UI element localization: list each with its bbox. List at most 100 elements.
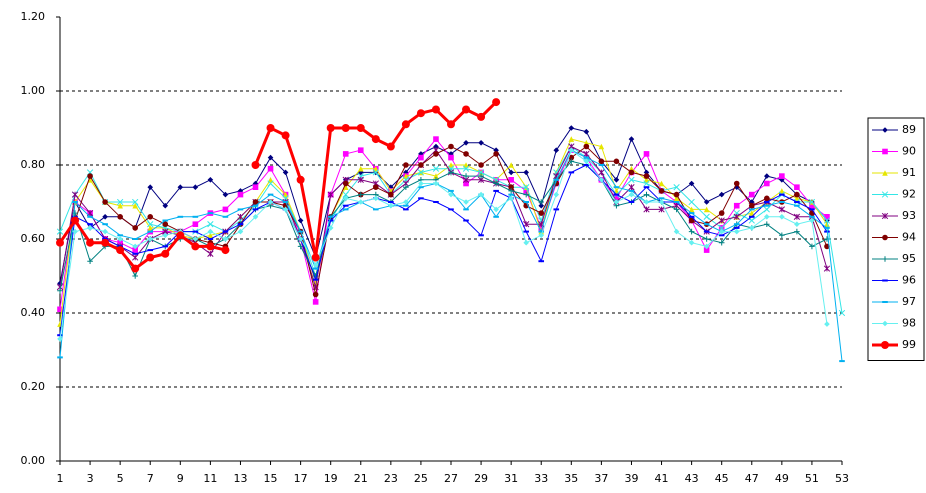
marker <box>252 214 259 220</box>
marker <box>718 217 725 224</box>
marker <box>297 236 304 242</box>
marker <box>824 221 830 227</box>
marker <box>297 217 304 224</box>
marker <box>252 199 259 205</box>
x-tick-label: 37 <box>594 472 608 485</box>
marker <box>778 206 785 213</box>
marker <box>192 236 199 242</box>
marker <box>824 321 830 327</box>
marker <box>433 136 439 142</box>
marker <box>132 247 138 253</box>
marker <box>357 199 364 205</box>
marker <box>643 191 650 198</box>
marker <box>764 173 770 179</box>
marker <box>388 191 394 198</box>
marker <box>763 206 770 213</box>
marker <box>523 184 530 191</box>
marker <box>132 254 139 261</box>
marker <box>447 120 455 129</box>
marker <box>462 165 470 172</box>
x-tick-label: 1 <box>57 472 64 485</box>
marker <box>463 173 469 179</box>
marker <box>388 202 394 209</box>
marker <box>523 188 529 194</box>
marker <box>643 169 650 176</box>
marker <box>373 165 379 172</box>
marker <box>673 191 680 198</box>
marker <box>237 213 244 220</box>
marker <box>252 184 259 190</box>
marker <box>538 225 545 231</box>
marker <box>237 191 244 198</box>
marker <box>372 169 379 176</box>
marker <box>87 225 93 231</box>
marker <box>102 228 108 235</box>
marker <box>417 169 425 176</box>
marker <box>206 242 215 251</box>
legend-marker <box>882 256 888 262</box>
marker <box>718 224 725 232</box>
marker <box>117 202 123 209</box>
marker <box>418 180 424 187</box>
marker <box>508 188 514 194</box>
marker <box>433 180 439 187</box>
x-tick-label: 25 <box>414 472 428 485</box>
x-tick-label: 33 <box>534 472 548 485</box>
x-tick-label: 53 <box>835 472 849 485</box>
x-tick-label: 27 <box>444 472 458 485</box>
marker <box>266 124 275 132</box>
marker <box>207 232 214 239</box>
marker <box>508 177 514 183</box>
marker <box>824 236 830 242</box>
marker <box>117 239 123 246</box>
marker <box>56 228 64 235</box>
marker <box>357 191 364 198</box>
marker <box>628 191 635 198</box>
marker <box>357 165 364 172</box>
marker <box>282 191 289 198</box>
marker <box>643 151 650 157</box>
marker <box>748 202 755 209</box>
marker <box>463 180 469 187</box>
marker <box>401 120 410 129</box>
series <box>56 143 846 317</box>
legend-label: 99 <box>902 338 916 351</box>
legend-marker <box>882 127 888 133</box>
marker <box>327 191 334 198</box>
marker <box>688 217 695 224</box>
marker <box>748 210 755 216</box>
marker <box>658 188 665 194</box>
marker <box>628 184 635 191</box>
marker <box>282 206 289 213</box>
marker <box>403 162 409 168</box>
marker <box>538 202 545 209</box>
x-tick-label: 3 <box>87 472 94 485</box>
marker <box>267 177 274 183</box>
marker <box>448 154 454 161</box>
marker <box>418 151 424 157</box>
marker <box>117 214 123 220</box>
x-tick-label: 31 <box>504 472 518 485</box>
x-tick-label: 41 <box>655 472 669 485</box>
marker <box>341 124 350 132</box>
marker <box>327 225 334 231</box>
marker <box>583 128 590 135</box>
marker <box>57 306 63 313</box>
y-tick-label: 0.40 <box>21 306 46 319</box>
marker <box>72 228 78 235</box>
marker <box>733 180 740 187</box>
marker <box>764 195 770 202</box>
x-tick-label: 43 <box>685 472 699 485</box>
marker <box>583 143 590 150</box>
marker <box>281 131 290 140</box>
marker <box>146 253 155 262</box>
marker <box>703 206 710 213</box>
marker <box>598 158 605 165</box>
marker <box>824 243 830 250</box>
marker <box>431 105 440 114</box>
legend-label: 97 <box>902 295 916 308</box>
marker <box>403 169 409 176</box>
marker <box>613 177 620 183</box>
marker <box>177 184 184 190</box>
y-tick-label: 1.00 <box>21 84 46 97</box>
